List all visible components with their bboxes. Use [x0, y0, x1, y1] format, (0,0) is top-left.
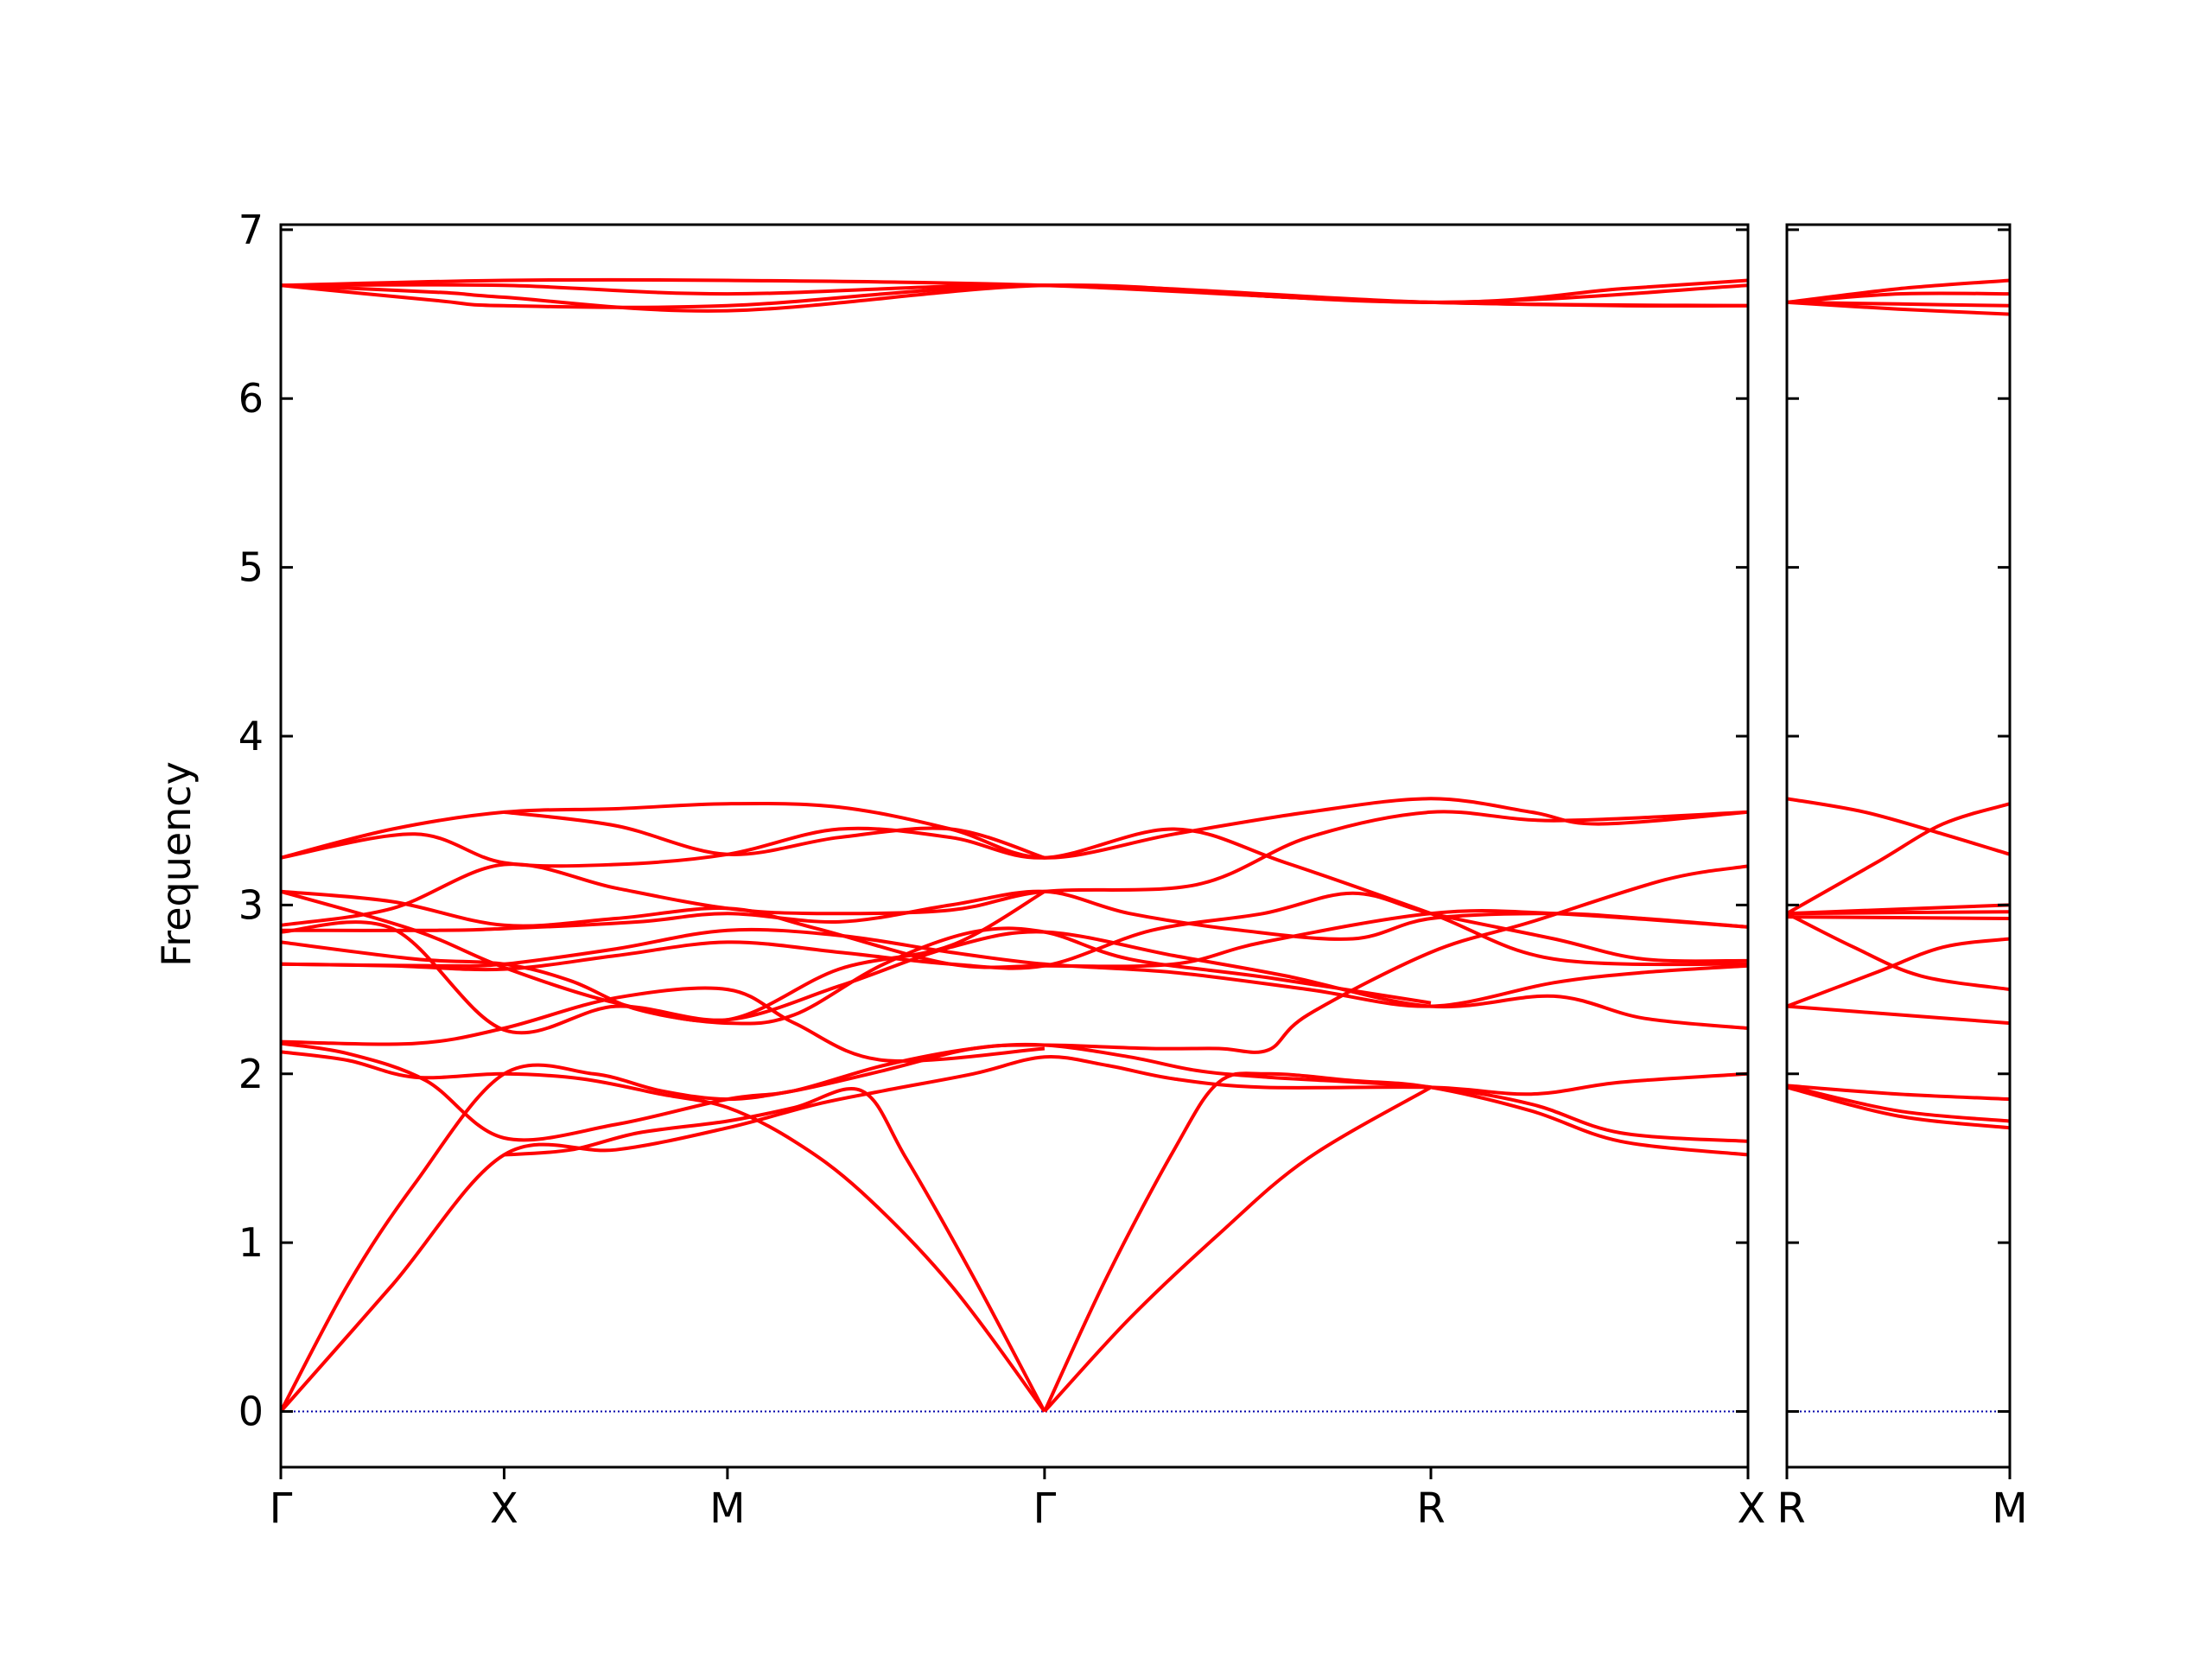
band-1: [1787, 797, 2010, 856]
band-9: [281, 920, 1748, 1035]
band-6: [1787, 912, 2010, 992]
y-tick-label: 6: [238, 375, 264, 422]
y-axis-label: Frequency: [153, 761, 200, 967]
y-tick-label: 0: [238, 1389, 264, 1435]
x-tick-label: R: [1416, 1484, 1445, 1533]
plot-frame: [1785, 223, 2012, 1469]
band-15: [281, 926, 1432, 1026]
band-13: [1787, 291, 2010, 304]
band-23: [281, 283, 1748, 313]
band-21: [281, 283, 1748, 304]
band-11: [1787, 1085, 2010, 1130]
phonon-bands: [281, 277, 1748, 1413]
band-14: [281, 889, 1748, 969]
y-tick-label: 4: [238, 713, 264, 760]
x-tick-label: X: [490, 1484, 518, 1533]
left-panel: 0 1 2 3 4 5 6 7 Γ X M Γ R X: [238, 207, 1766, 1533]
band-4: [281, 1050, 1046, 1413]
band-10: [1787, 1084, 2010, 1123]
band-8: [281, 986, 1046, 1064]
band-17: [281, 797, 1748, 860]
band-2: [1787, 802, 2010, 915]
y-tick-label: 5: [238, 544, 264, 591]
band-7: [1787, 937, 2010, 1008]
band-15: [1787, 300, 2010, 316]
phonon-bands: [1787, 278, 2010, 1130]
y-tick-label: 2: [238, 1051, 264, 1097]
band-3: [281, 1041, 1748, 1143]
x-tick-label: Γ: [1033, 1484, 1057, 1533]
band-8: [1787, 1004, 2010, 1026]
band-4: [1787, 910, 2010, 916]
band-6: [1043, 1071, 1748, 1413]
band-9: [1787, 1084, 2010, 1102]
x-tick-label: Γ: [270, 1484, 293, 1533]
band-7: [1043, 1085, 1433, 1413]
band-18: [281, 810, 1748, 927]
x-tick-label: M: [1992, 1484, 2027, 1533]
y-tick-label: 1: [238, 1219, 264, 1266]
y-tick-label: 3: [238, 881, 264, 928]
band-19: [504, 810, 1046, 860]
band-11: [281, 927, 1748, 1008]
band-5: [504, 1087, 1046, 1413]
band-5: [1787, 915, 2010, 920]
plot-frame: [279, 223, 1750, 1469]
x-tick-label: X: [1738, 1484, 1766, 1533]
x-tick-label: M: [709, 1484, 745, 1533]
y-tick-label: 7: [238, 207, 264, 253]
x-tick-label: R: [1777, 1484, 1805, 1533]
